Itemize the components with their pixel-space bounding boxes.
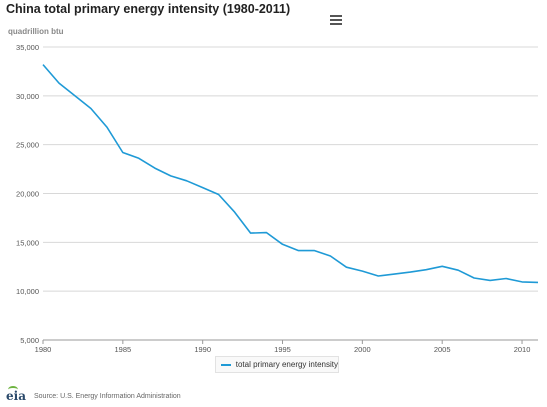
source-footer: eia Source: U.S. Energy Information Admi… [6, 386, 181, 403]
x-tick-label: 1995 [274, 345, 291, 354]
y-tick-label: 35,000 [16, 43, 39, 52]
series-line-total-primary-energy-intensity[interactable] [42, 64, 539, 284]
y-tick-label: 20,000 [16, 190, 39, 199]
legend-item-total-primary-energy-intensity[interactable]: total primary energy intensity [215, 356, 339, 373]
chart-title: China total primary energy intensity (19… [6, 2, 291, 16]
y-tick-label: 15,000 [16, 238, 39, 247]
x-tick-label: 2000 [354, 345, 371, 354]
tick-labels: 5,000 10,000 15,000 20,000 25,000 30,000 35,00… [16, 43, 530, 354]
x-tick-label: 2005 [434, 345, 451, 354]
y-tick-label: 30,000 [16, 92, 39, 101]
menu-bar [330, 19, 342, 21]
y-tick-label: 25,000 [16, 141, 39, 150]
x-tick-label: 2010 [514, 345, 531, 354]
legend-label: total primary energy intensity [235, 360, 338, 369]
x-tick-label: 1990 [194, 345, 211, 354]
x-tick-label: 1985 [114, 345, 131, 354]
axes [42, 339, 538, 344]
menu-bar [330, 23, 342, 25]
y-tick-label: 10,000 [16, 287, 39, 296]
y-axis-unit-label: quadrillion btu [8, 27, 64, 36]
y-tick-label: 5,000 [20, 336, 39, 345]
hamburger-menu-icon[interactable] [330, 15, 342, 27]
series-layer [42, 64, 539, 284]
eia-logo-swoosh [8, 386, 18, 393]
x-tick-label: 1980 [35, 345, 52, 354]
legend-swatch [221, 363, 231, 366]
eia-logo: eia [6, 386, 26, 403]
menu-bar [330, 15, 342, 17]
source-text: Source: U.S. Energy Information Administ… [34, 392, 181, 400]
grid-lines [43, 46, 538, 292]
